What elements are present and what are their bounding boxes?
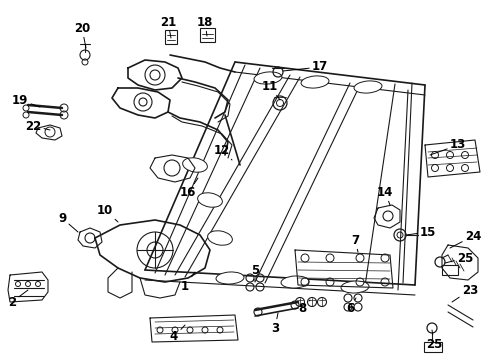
Text: 12: 12: [214, 144, 232, 160]
Text: 18: 18: [197, 15, 213, 36]
Text: 3: 3: [271, 313, 279, 334]
Text: 11: 11: [262, 80, 280, 100]
Text: 24: 24: [450, 230, 481, 248]
Ellipse shape: [197, 193, 222, 207]
Text: 9: 9: [58, 211, 78, 232]
Ellipse shape: [183, 158, 207, 172]
Text: 13: 13: [430, 139, 466, 155]
Text: 15: 15: [406, 225, 437, 238]
Bar: [424, 342, 442, 352]
Text: 22: 22: [25, 120, 50, 132]
Ellipse shape: [281, 276, 309, 288]
Text: 25: 25: [445, 252, 473, 265]
Text: 19: 19: [12, 94, 40, 107]
Text: 6: 6: [346, 298, 356, 315]
Bar: [442, 265, 458, 275]
Text: 5: 5: [251, 264, 259, 281]
Text: 14: 14: [377, 185, 393, 205]
Text: 16: 16: [180, 178, 198, 199]
Ellipse shape: [254, 72, 282, 84]
Text: 25: 25: [426, 330, 442, 351]
Ellipse shape: [216, 272, 244, 284]
Bar: [200, 28, 215, 42]
Text: 10: 10: [97, 203, 118, 222]
Text: 21: 21: [160, 15, 176, 38]
Text: 17: 17: [283, 60, 328, 73]
Ellipse shape: [301, 76, 329, 88]
Ellipse shape: [354, 81, 382, 93]
Ellipse shape: [341, 281, 369, 293]
Bar: [165, 30, 177, 44]
Text: 2: 2: [8, 290, 28, 309]
Text: 1: 1: [181, 272, 195, 292]
Text: 20: 20: [74, 22, 90, 48]
Text: 4: 4: [170, 325, 185, 343]
Ellipse shape: [208, 231, 232, 245]
Text: 8: 8: [298, 300, 310, 315]
Text: 23: 23: [452, 284, 478, 302]
Text: 7: 7: [351, 234, 359, 252]
